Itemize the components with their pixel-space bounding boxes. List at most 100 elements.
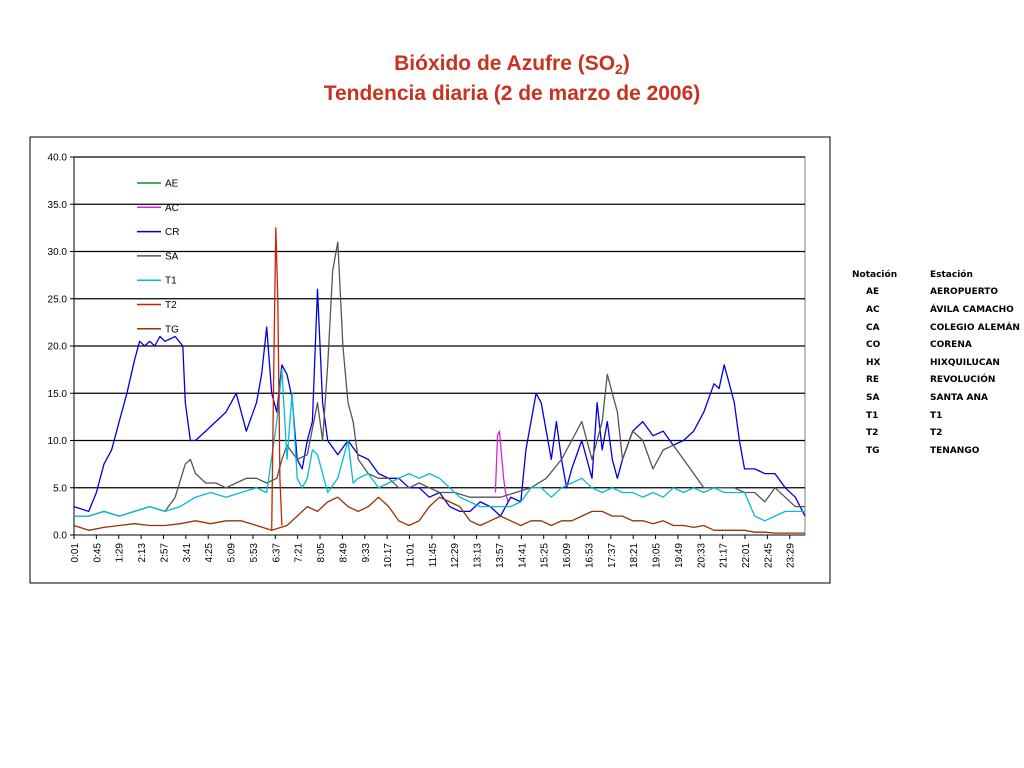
legend-label: TG xyxy=(165,324,179,335)
x-tick-label: 1:29 xyxy=(115,543,126,563)
station-code: RE xyxy=(866,375,880,386)
legend-label: SA xyxy=(165,251,179,262)
x-axis: 0:01 0:45 1:29 2:13 2:57 3:41 4:25 5:09 5:53 6:37… xyxy=(70,534,805,568)
x-tick-label: 0:01 xyxy=(70,543,81,563)
station-row: AE AEROPUERTO xyxy=(844,284,1020,302)
station-row: CO CORENA xyxy=(844,336,1020,354)
station-row: CA COLEGIO ALEMÁN xyxy=(844,319,1020,337)
station-row: T2 T2 xyxy=(844,424,1020,442)
chart-title-line1: Bióxido de Azufre (SO2) xyxy=(0,52,1024,77)
station-name: CORENA xyxy=(930,340,972,351)
series-line-t1 xyxy=(74,368,805,522)
x-tick-label: 15:25 xyxy=(540,543,551,568)
series-line-t2 xyxy=(271,227,283,531)
x-tick-label: 14:41 xyxy=(517,543,528,568)
x-tick-label: 17:37 xyxy=(607,543,618,568)
station-name: REVOLUCIÓN xyxy=(930,375,996,386)
legend-label: T1 xyxy=(165,276,177,287)
y-tick-label: 0.0 xyxy=(53,531,67,542)
x-tick-label: 13:13 xyxy=(473,543,484,568)
x-tick-label: 2:13 xyxy=(137,543,148,563)
x-tick-label: 18:21 xyxy=(629,543,640,568)
x-tick-label: 16:09 xyxy=(562,543,573,568)
chart-title-line2: Tendencia diaria (2 de marzo de 2006) xyxy=(323,82,701,105)
station-name: SANTA ANA xyxy=(930,392,988,403)
x-tick-label: 3:41 xyxy=(182,543,193,563)
station-code: AE xyxy=(866,287,880,298)
station-code: TG xyxy=(866,445,880,456)
x-tick-label: 8:49 xyxy=(338,543,349,563)
y-tick-label: 30.0 xyxy=(48,247,68,258)
station-row: AC ÁVILA CAMACHO xyxy=(844,301,1020,319)
x-tick-label: 22:01 xyxy=(741,543,752,568)
y-tick-label: 25.0 xyxy=(48,294,68,305)
x-tick-label: 19:49 xyxy=(674,543,685,568)
series-line-tg xyxy=(73,496,805,534)
x-tick-label: 6:37 xyxy=(271,543,282,563)
station-name: TENANGO xyxy=(930,445,980,456)
series-line-ac xyxy=(494,430,509,503)
station-row: SA SANTA ANA xyxy=(844,389,1020,407)
series-lines xyxy=(73,227,806,534)
legend-label: CR xyxy=(165,227,179,238)
station-name: T1 xyxy=(930,410,943,421)
header-notation: Notación xyxy=(852,269,898,280)
series-line-cr xyxy=(73,288,806,517)
station-row: TG TENANGO xyxy=(844,442,1020,460)
title-suffix: ) xyxy=(622,52,630,75)
y-tick-label: 40.0 xyxy=(48,153,68,164)
station-row: RE REVOLUCIÓN xyxy=(844,372,1020,390)
station-name: AEROPUERTO xyxy=(930,287,999,298)
station-table-header: Notación Estación xyxy=(844,266,1020,284)
station-code: SA xyxy=(866,392,880,403)
x-tick-label: 11:45 xyxy=(428,543,439,568)
station-code: CA xyxy=(866,322,880,333)
station-table: Notación Estación AE AEROPUERTO AC ÁVILA CA… xyxy=(844,266,1020,460)
y-tick-label: 15.0 xyxy=(48,389,68,400)
station-code: T1 xyxy=(866,410,879,421)
y-tick-label: 10.0 xyxy=(48,436,68,447)
x-tick-label: 19:05 xyxy=(652,543,663,568)
station-name: COLEGIO ALEMÁN xyxy=(930,322,1020,333)
x-tick-label: 13:57 xyxy=(495,543,506,568)
grid-lines xyxy=(73,156,806,536)
legend-label: AE xyxy=(165,179,179,190)
title-subscript: 2 xyxy=(615,61,623,77)
series-line-sa xyxy=(74,241,805,517)
title-prefix: Bióxido de Azufre (SO xyxy=(394,52,616,75)
station-code: CO xyxy=(866,340,881,351)
station-row: HX HIXQUILUCAN xyxy=(844,354,1020,372)
x-tick-label: 5:53 xyxy=(249,543,260,563)
station-code: T2 xyxy=(866,428,879,439)
station-code: AC xyxy=(866,304,880,315)
y-axis: 0.0 5.0 10.0 15.0 20.0 25.0 30.0 35.0 40.0 xyxy=(48,153,75,542)
x-tick-label: 23:29 xyxy=(786,543,797,568)
x-tick-label: 22:45 xyxy=(763,543,774,568)
x-tick-label: 7:21 xyxy=(294,543,305,563)
header-station: Estación xyxy=(930,269,973,280)
x-tick-label: 21:17 xyxy=(719,543,730,568)
chart-frame xyxy=(29,136,831,584)
station-code: HX xyxy=(866,357,881,368)
y-tick-label: 5.0 xyxy=(53,483,67,494)
x-tick-label: 12:29 xyxy=(450,543,461,568)
x-tick-label: 10:17 xyxy=(383,543,394,568)
station-name: ÁVILA CAMACHO xyxy=(930,304,1014,315)
station-name: HIXQUILUCAN xyxy=(930,357,1000,368)
chart-legend: AE AC CR SA T1 T2 TG xyxy=(137,179,179,335)
x-tick-label: 0:45 xyxy=(92,543,103,563)
x-tick-label: 9:33 xyxy=(361,543,372,563)
station-row: T1 T1 xyxy=(844,407,1020,425)
y-tick-label: 35.0 xyxy=(48,200,68,211)
y-tick-label: 20.0 xyxy=(48,342,68,353)
x-tick-label: 2:57 xyxy=(159,543,170,563)
legend-label: AC xyxy=(165,203,179,214)
x-tick-label: 8:05 xyxy=(316,543,327,563)
legend-label: T2 xyxy=(165,300,177,311)
x-tick-label: 16:53 xyxy=(584,543,595,568)
station-name: T2 xyxy=(930,428,943,439)
x-tick-label: 4:25 xyxy=(204,543,215,563)
x-tick-label: 11:01 xyxy=(406,543,417,568)
x-tick-label: 20:33 xyxy=(696,543,707,568)
